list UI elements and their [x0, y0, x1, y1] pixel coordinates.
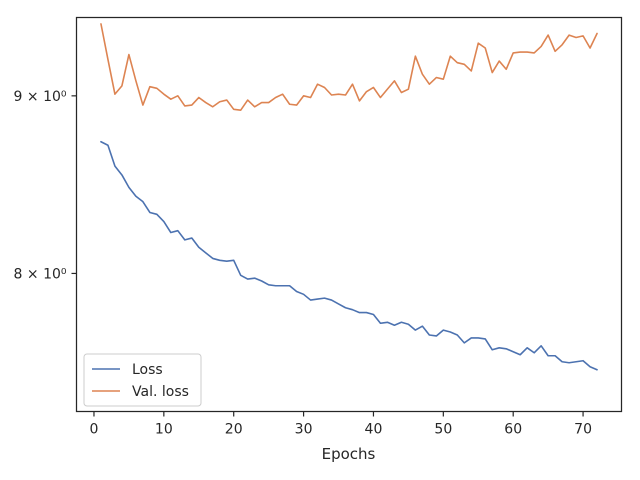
series-line-loss [100, 140, 598, 371]
legend: Loss Val. loss [83, 353, 202, 407]
series-line-val-loss [100, 23, 598, 111]
x-tick-label: 10 [155, 422, 173, 438]
x-axis-ticks: 0 10 20 30 40 50 60 70 [90, 411, 592, 438]
plot-frame [75, 16, 623, 413]
x-tick-label: 60 [504, 422, 522, 438]
y-axis-ticks: 8 × 10⁰ 9 × 10⁰ [14, 89, 77, 282]
x-tick-label: 0 [90, 422, 99, 438]
legend-label: Loss [132, 362, 163, 378]
x-tick-label: 50 [434, 422, 452, 438]
y-tick-label: 9 × 10⁰ [14, 89, 67, 105]
legend-label: Val. loss [132, 384, 189, 400]
x-axis-label: Epochs [322, 445, 376, 463]
plot-area [100, 23, 598, 371]
legend-box [83, 353, 202, 407]
x-tick-label: 30 [295, 422, 313, 438]
x-tick-label: 70 [574, 422, 592, 438]
x-tick-label: 40 [365, 422, 383, 438]
y-tick-label: 8 × 10⁰ [14, 266, 67, 282]
x-tick-label: 20 [225, 422, 243, 438]
